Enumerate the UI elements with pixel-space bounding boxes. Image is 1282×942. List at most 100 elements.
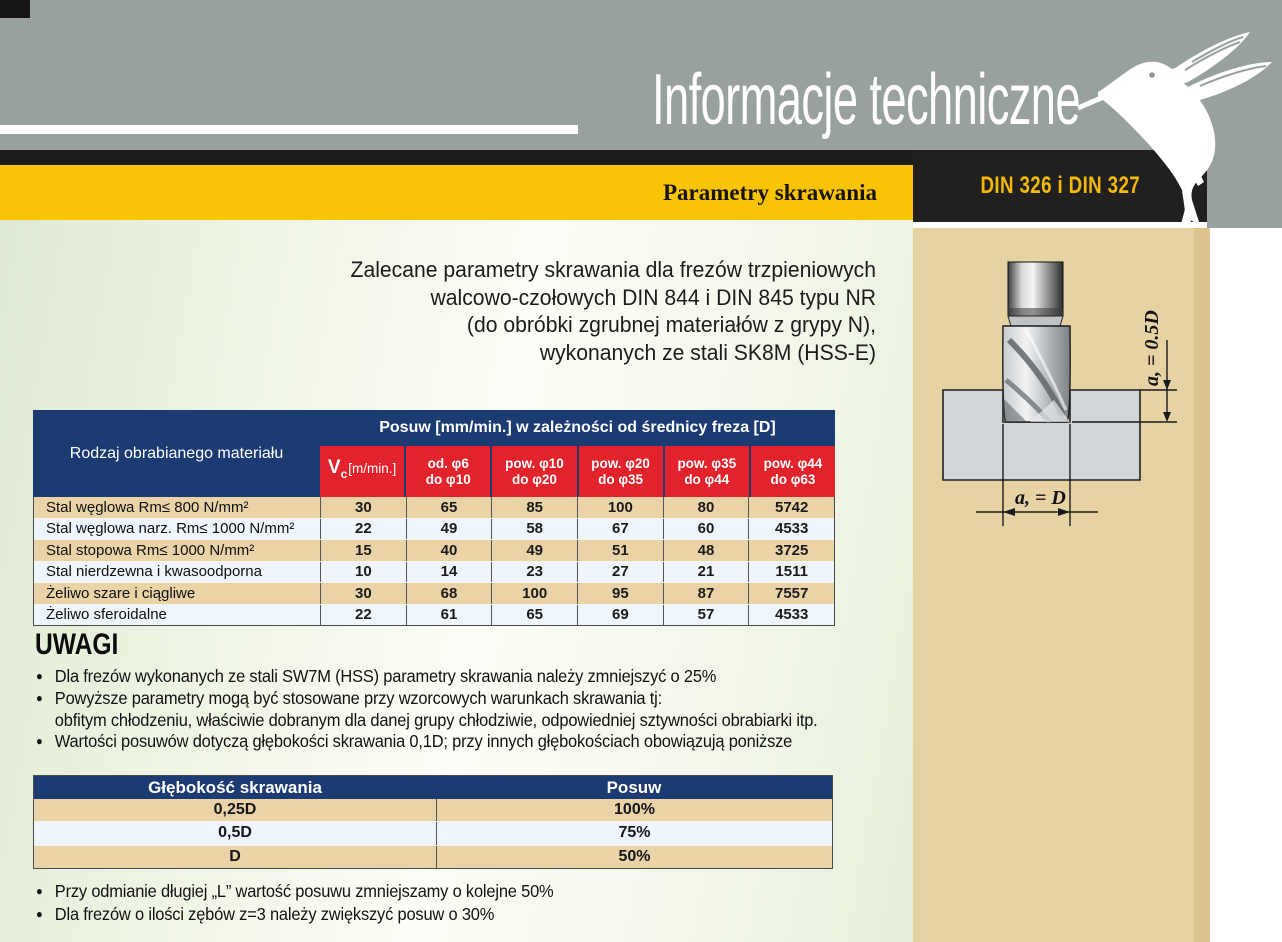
depth-cell: 0,5D xyxy=(34,822,437,845)
feed-cell: 50% xyxy=(618,847,651,865)
bullet-icon: ● xyxy=(36,669,43,683)
page-title: Informacje techniczne xyxy=(652,60,1081,140)
intro-text: Zalecane parametry skrawania dla frezów … xyxy=(335,256,876,366)
width-dimension-label: a, = D xyxy=(1015,487,1066,509)
value-cell: 67 xyxy=(578,518,664,539)
bullet-icon: ● xyxy=(36,734,43,749)
value-cell: 49 xyxy=(407,518,493,539)
value-cell: 61 xyxy=(407,604,493,625)
material-header-cell: Rodzaj obrabianego materiału xyxy=(33,410,320,497)
value-cell: 14 xyxy=(407,561,493,582)
notes-heading: UWAGI xyxy=(35,628,119,661)
list-item: ● Wartości posuwów dotyczą głębokości sk… xyxy=(36,731,863,753)
material-cell: Żeliwo szare i ciągliwe xyxy=(34,583,321,604)
note-text: Powyższe parametry mogą być stosowane pr… xyxy=(54,687,663,708)
end-mill-cutter xyxy=(1002,261,1071,424)
depth-table-body: 0,25D 100% 0,5D 75% D 50% xyxy=(34,799,832,868)
depth-header-cell: Głębokość skrawania xyxy=(148,777,322,797)
material-cell: Stal węglowa Rm≤ 800 N/mm² xyxy=(34,497,321,518)
value-cell: 100 xyxy=(492,583,579,604)
note-text: Wartości posuwów dotyczą głębokości skra… xyxy=(54,731,793,752)
value-cell: 65 xyxy=(407,497,493,518)
corner-mark xyxy=(0,0,30,18)
value-cell: 22 xyxy=(321,518,407,539)
footer-notes: ● Przy odmianie długiej „L” wartość posu… xyxy=(36,880,826,925)
feed-header-cell: Posuw xyxy=(606,777,662,797)
cutting-parameters-table: Rodzaj obrabianego materiału Posuw [mm/m… xyxy=(33,410,836,626)
feed-group-header: Posuw [mm/min.] w zależności od średnicy… xyxy=(379,419,776,436)
diameter-column-header: pow. φ35 do φ44 xyxy=(664,446,749,497)
list-item: ● Dla frezów wykonanych ze stali SW7M (H… xyxy=(36,666,863,688)
header-rule xyxy=(0,125,578,134)
value-cell: 3725 xyxy=(775,541,809,559)
bullet-icon: ● xyxy=(36,906,43,921)
note-text: obfitym chłodzeniu, właściwie dobranym d… xyxy=(54,709,818,730)
table-row: Stal nierdzewna i kwasoodporna 10 14 23 … xyxy=(34,560,834,582)
bullet-icon: ● xyxy=(36,884,43,898)
depth-cell: D xyxy=(34,845,437,868)
feed-header-group: Posuw [mm/min.] w zależności od średnicy… xyxy=(320,410,836,497)
section-label: Parametry skrawania xyxy=(663,179,877,205)
value-cell: 21 xyxy=(664,561,750,582)
material-cell: Żeliwo sferoidalne xyxy=(34,604,321,625)
value-cell: 4533 xyxy=(775,520,809,538)
vc-header-cell: Vc [m/min.] xyxy=(320,446,405,497)
table-row: 0,5D 75% xyxy=(34,821,832,845)
list-item: obfitym chłodzeniu, właściwie dobranym d… xyxy=(36,710,863,732)
diameter-column-header: pow. φ10 do φ20 xyxy=(492,446,577,497)
intro-line: wykonanych ze stali SK8M (HSS-E) xyxy=(539,339,876,365)
table-row: D 50% xyxy=(34,844,832,868)
intro-line: walcowo-czołowych DIN 844 i DIN 845 typu… xyxy=(430,284,876,310)
value-cell: 49 xyxy=(492,540,579,561)
value-cell: 58 xyxy=(492,518,579,539)
value-cell: 69 xyxy=(578,604,664,625)
diameter-header-row: Vc [m/min.] od. φ6 do φ10 pow. φ10 do φ20… xyxy=(320,446,836,497)
value-cell: 57 xyxy=(664,604,750,625)
value-cell: 7557 xyxy=(775,584,809,602)
depth-feed-table: Głębokość skrawania Posuw 0,25D 100% 0,5… xyxy=(33,775,833,869)
bird-eye-icon xyxy=(1149,72,1155,78)
list-item: ● Dla frezów o ilości zębów z=3 należy z… xyxy=(36,903,826,926)
din-standard-box: DIN 326 i DIN 327 xyxy=(913,150,1207,222)
bullet-icon xyxy=(36,710,55,732)
feed-cell: 75% xyxy=(618,824,651,842)
intro-line: Zalecane parametry skrawania dla frezów … xyxy=(350,257,876,282)
section-band: Parametry skrawania xyxy=(0,165,913,220)
material-cell: Stal węglowa narz. Rm≤ 1000 N/mm² xyxy=(34,518,321,539)
value-cell: 4533 xyxy=(775,606,809,624)
table-row: Żeliwo szare i ciągliwe 30 68 100 95 87 … xyxy=(34,582,834,604)
din-label: DIN 326 i DIN 327 xyxy=(980,172,1140,199)
value-cell: 22 xyxy=(321,604,407,625)
value-cell: 65 xyxy=(492,604,579,625)
value-cell: 10 xyxy=(321,561,407,582)
intro-line: (do obróbki zgrubnej materiałów z grypy … xyxy=(466,312,876,337)
note-text: Dla frezów wykonanych ze stali SW7M (HSS… xyxy=(54,666,717,686)
material-cell: Stal nierdzewna i kwasoodporna xyxy=(34,561,321,582)
header-band-right xyxy=(1207,150,1282,228)
value-cell: 60 xyxy=(664,518,750,539)
value-cell: 30 xyxy=(321,497,407,518)
notes-list: ● Dla frezów wykonanych ze stali SW7M (H… xyxy=(36,666,863,753)
table-row: Stal stopowa Rm≤ 1000 N/mm² 15 40 49 51 … xyxy=(34,539,834,561)
value-cell: 80 xyxy=(664,497,750,518)
bullet-icon: ● xyxy=(36,690,43,705)
list-item: ● Powyższe parametry mogą być stosowane … xyxy=(36,688,863,710)
cutting-table-header: Rodzaj obrabianego materiału Posuw [mm/m… xyxy=(33,410,836,497)
value-cell: 5742 xyxy=(775,498,809,516)
value-cell: 95 xyxy=(578,583,664,604)
diameter-column-header: pow. φ44 do φ63 xyxy=(750,446,836,497)
diameter-column-header: pow. φ20 do φ35 xyxy=(578,446,663,497)
depth-dimension-label: a, = 0.5D xyxy=(1141,310,1163,386)
value-cell: 48 xyxy=(664,540,750,561)
table-row: Żeliwo sferoidalne 22 61 65 69 57 4533 xyxy=(34,603,834,625)
cutting-table-body: Stal węglowa Rm≤ 800 N/mm² 30 65 85 100 … xyxy=(33,497,835,626)
value-cell: 51 xyxy=(578,540,664,561)
value-cell: 85 xyxy=(492,497,579,518)
value-cell: 40 xyxy=(407,540,493,561)
material-cell: Stal stopowa Rm≤ 1000 N/mm² xyxy=(34,540,321,561)
value-cell: 68 xyxy=(407,583,493,604)
value-cell: 100 xyxy=(578,497,664,518)
value-cell: 87 xyxy=(664,583,750,604)
list-item: ● Przy odmianie długiej „L” wartość posu… xyxy=(36,880,826,903)
table-row: 0,25D 100% xyxy=(34,799,832,822)
